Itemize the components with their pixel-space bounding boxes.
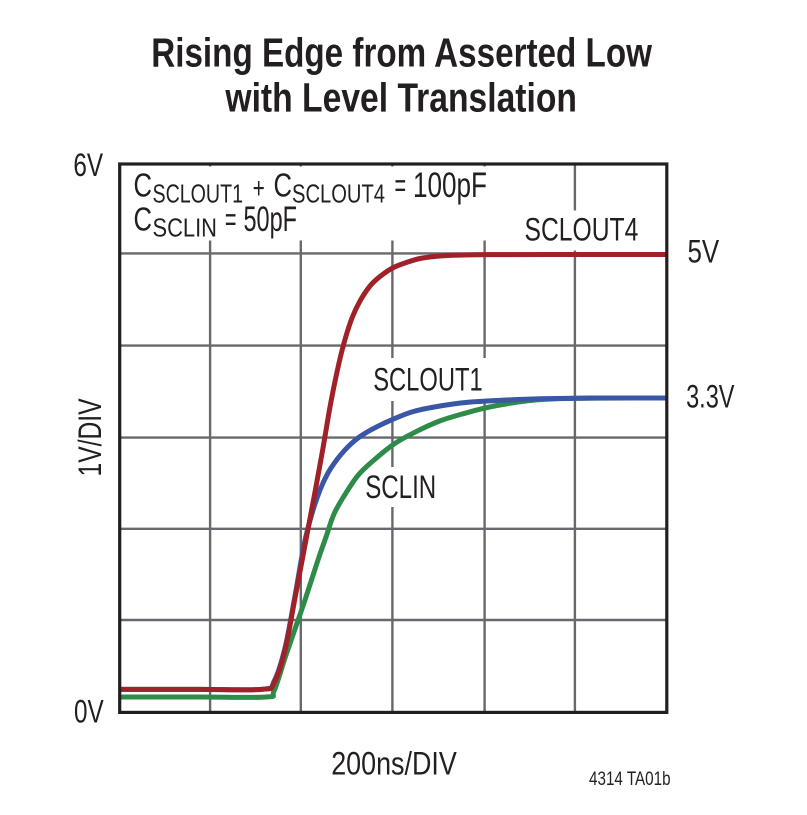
svg-text:5V: 5V — [688, 234, 720, 270]
svg-text:6V: 6V — [73, 147, 103, 183]
svg-text:200ns/DIV: 200ns/DIV — [331, 746, 457, 782]
svg-text:3.3V: 3.3V — [686, 379, 735, 415]
svg-text:C: C — [134, 167, 153, 204]
svg-text:Rising Edge from Asserted Low: Rising Edge from Asserted Low — [151, 29, 652, 75]
svg-text:50pF: 50pF — [244, 200, 298, 239]
svg-text:SCLOUT1: SCLOUT1 — [153, 181, 244, 209]
svg-text:C: C — [274, 167, 293, 204]
svg-text:C: C — [134, 200, 153, 237]
svg-text:=: = — [225, 200, 237, 237]
svg-text:SCLOUT4: SCLOUT4 — [292, 181, 385, 209]
svg-text:4314 TA01b: 4314 TA01b — [589, 769, 671, 790]
svg-text:SCLIN: SCLIN — [365, 469, 436, 505]
svg-text:100pF: 100pF — [413, 166, 487, 205]
svg-text:SCLOUT4: SCLOUT4 — [525, 212, 639, 248]
svg-text:=: = — [395, 167, 407, 204]
svg-text:+: + — [253, 172, 265, 205]
svg-text:0V: 0V — [74, 694, 104, 730]
svg-text:with Level Translation: with Level Translation — [225, 75, 577, 121]
svg-text:1V/DIV: 1V/DIV — [72, 398, 108, 477]
svg-text:SCLIN: SCLIN — [153, 214, 218, 242]
svg-text:SCLOUT1: SCLOUT1 — [373, 362, 483, 398]
